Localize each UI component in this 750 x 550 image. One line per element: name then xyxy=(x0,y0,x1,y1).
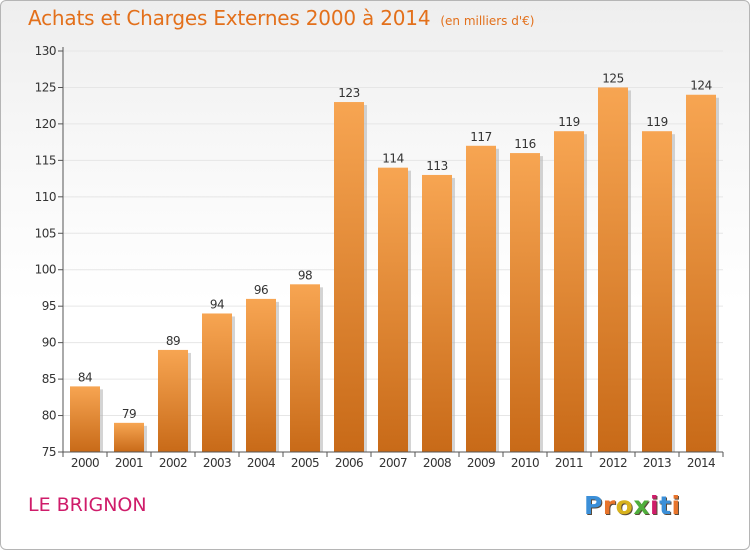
data-label: 98 xyxy=(298,268,312,282)
logo-letter: r xyxy=(602,491,616,520)
data-label: 114 xyxy=(382,152,403,166)
bar-layer: 84 79 89 94 96 98 123 114 113 117 116 119 125 119 124 xyxy=(70,71,719,453)
bar xyxy=(598,87,628,453)
data-label: 113 xyxy=(426,159,447,173)
data-label: 96 xyxy=(254,283,268,297)
bar xyxy=(554,131,584,452)
bar xyxy=(334,102,364,452)
data-label: 116 xyxy=(514,137,535,151)
x-tick-label: 2004 xyxy=(247,456,275,470)
y-tick-label: 95 xyxy=(42,299,56,313)
bar xyxy=(686,94,716,452)
y-tick-label: 75 xyxy=(42,445,56,459)
x-tick-label: 2000 xyxy=(71,456,99,470)
bar xyxy=(422,174,452,453)
chart-title: Achats et Charges Externes 2000 à 2014 xyxy=(28,6,431,30)
x-tick-label: 2011 xyxy=(555,456,583,470)
axis-layer: 75 80 85 90 95 100 105 110 115 120 125 130 2000 2001 2… xyxy=(35,44,724,470)
x-tick-label: 2007 xyxy=(379,456,407,470)
y-tick-label: 80 xyxy=(42,409,56,423)
y-tick-label: 105 xyxy=(35,226,56,240)
logo-letter: P xyxy=(584,491,603,520)
x-tick-label: 2008 xyxy=(423,456,451,470)
x-tick-label: 2014 xyxy=(687,456,715,470)
bar xyxy=(114,422,144,452)
commune-name: LE BRIGNON xyxy=(28,494,147,516)
x-tick-label: 2009 xyxy=(467,456,495,470)
logo-letter: x xyxy=(633,491,650,520)
chart-title-block: Achats et Charges Externes 2000 à 2014 (e… xyxy=(28,6,534,30)
y-tick-label: 120 xyxy=(35,117,56,131)
bar xyxy=(202,313,232,452)
x-tick-label: 2012 xyxy=(599,456,627,470)
x-tick-label: 2006 xyxy=(335,456,363,470)
bar xyxy=(246,298,276,452)
logo-letter: o xyxy=(615,491,634,520)
chart-unit: (en milliers d'€) xyxy=(440,14,535,28)
x-tick-label: 2010 xyxy=(511,456,539,470)
x-tick-label: 2005 xyxy=(291,456,319,470)
data-label: 79 xyxy=(122,407,136,421)
bar xyxy=(158,349,188,452)
bar xyxy=(378,167,408,452)
data-label: 124 xyxy=(690,79,711,93)
data-label: 119 xyxy=(646,115,667,129)
data-label: 125 xyxy=(602,71,623,85)
y-tick-label: 100 xyxy=(35,263,56,277)
bar xyxy=(466,145,496,453)
data-label: 117 xyxy=(470,130,491,144)
bar xyxy=(70,386,100,452)
bar xyxy=(510,153,540,452)
x-tick-label: 2001 xyxy=(115,456,143,470)
data-label: 89 xyxy=(166,334,180,348)
proxiti-logo[interactable]: Proxiti xyxy=(584,491,681,520)
y-tick-label: 90 xyxy=(42,336,56,350)
x-tick-label: 2003 xyxy=(203,456,231,470)
y-tick-label: 85 xyxy=(42,372,56,386)
y-tick-label: 110 xyxy=(35,190,56,204)
y-tick-label: 125 xyxy=(35,80,56,94)
bar xyxy=(642,131,672,452)
y-tick-label: 115 xyxy=(35,153,56,167)
x-tick-label: 2002 xyxy=(159,456,187,470)
x-tick-label: 2013 xyxy=(643,456,671,470)
data-label: 94 xyxy=(210,297,224,311)
y-tick-label: 130 xyxy=(35,44,56,58)
bar xyxy=(290,284,320,452)
logo-letter: i xyxy=(671,491,681,520)
data-label: 119 xyxy=(558,115,579,129)
logo-letter: i xyxy=(650,491,660,520)
data-label: 123 xyxy=(338,86,359,100)
logo-letter: t xyxy=(659,491,672,520)
data-label: 84 xyxy=(78,370,92,384)
